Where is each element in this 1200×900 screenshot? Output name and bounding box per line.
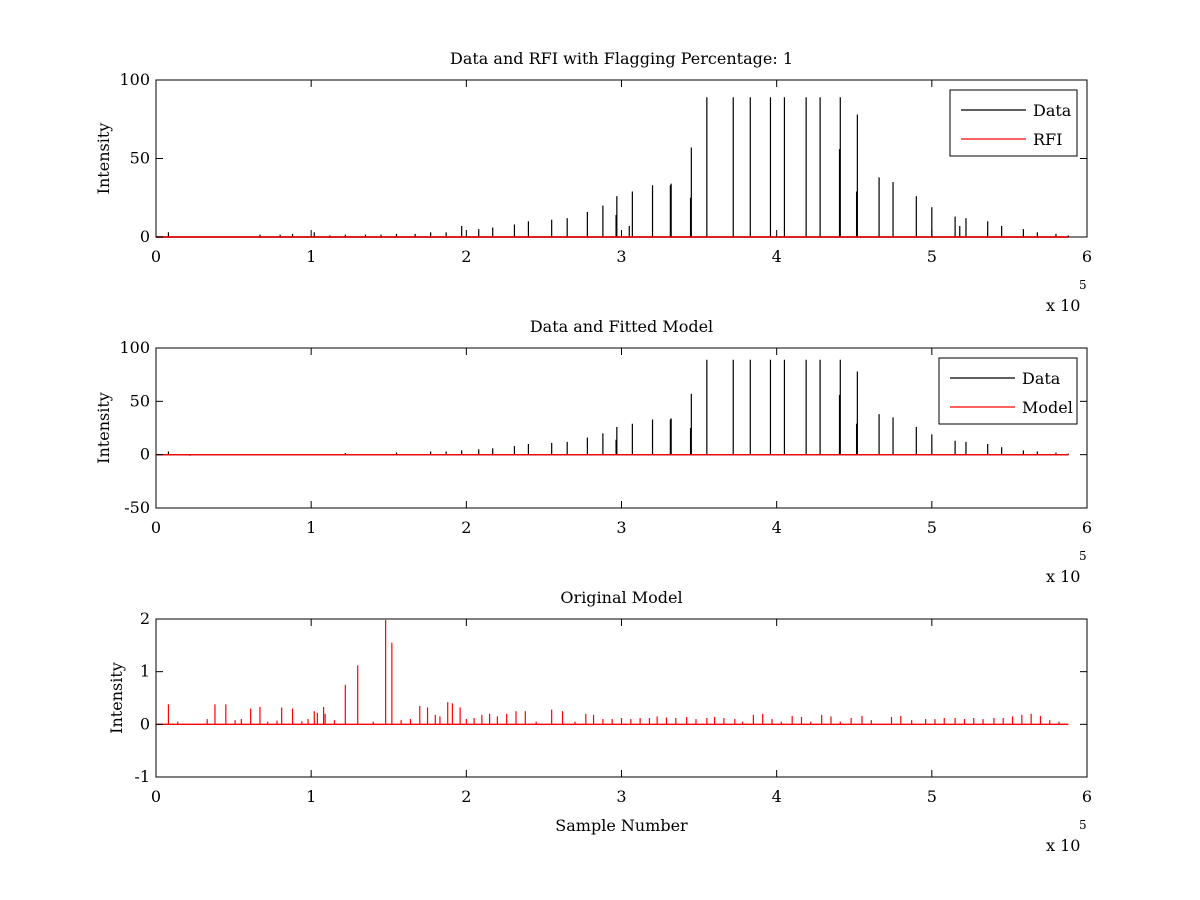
legend-label-rfi: RFI xyxy=(1033,130,1062,149)
legend: Data RFI xyxy=(949,89,1078,157)
x-exponent-base: x 10 xyxy=(1046,567,1080,586)
x-tick-label: 5 xyxy=(927,518,937,537)
x-tick-label: 3 xyxy=(616,787,626,806)
y-tick-label: 1 xyxy=(140,662,150,681)
x-tick-label: 0 xyxy=(151,247,161,266)
x-exponent-power: 5 xyxy=(1079,818,1087,832)
x-tick-label: 3 xyxy=(616,247,626,266)
y-tick-label: 0 xyxy=(140,714,150,733)
x-exponent-power: 5 xyxy=(1079,549,1087,563)
y-tick-label: 100 xyxy=(119,338,150,357)
x-tick-label: 5 xyxy=(927,787,937,806)
legend-box xyxy=(938,357,1078,425)
y-tick-label: 50 xyxy=(130,149,150,168)
y-tick-label: 0 xyxy=(140,445,150,464)
chart-title: Data and Fitted Model xyxy=(530,317,713,336)
y-tick-label: 100 xyxy=(119,70,150,89)
y-axis-label: Intensity xyxy=(94,392,113,464)
legend-label-model: Model xyxy=(1022,398,1073,417)
x-tick-label: 6 xyxy=(1082,518,1092,537)
x-exponent-base: x 10 xyxy=(1046,836,1080,855)
legend-label-data: Data xyxy=(1033,101,1072,120)
x-tick-label: 1 xyxy=(306,247,316,266)
y-tick-label: 2 xyxy=(140,609,150,628)
chart-title: Original Model xyxy=(560,588,682,607)
x-tick-label: 2 xyxy=(461,787,471,806)
legend-label-data: Data xyxy=(1022,369,1061,388)
x-tick-label: 5 xyxy=(927,247,937,266)
legend-box xyxy=(949,89,1078,157)
y-tick-label: -50 xyxy=(124,498,150,517)
x-tick-label: 1 xyxy=(306,787,316,806)
y-axis-label: Intensity xyxy=(94,123,113,195)
x-axis-label: Sample Number xyxy=(555,816,688,835)
x-tick-label: 4 xyxy=(772,247,782,266)
x-exponent-base: x 10 xyxy=(1046,296,1080,315)
x-exponent-power: 5 xyxy=(1079,278,1087,292)
x-tick-label: 4 xyxy=(772,787,782,806)
x-tick-label: 3 xyxy=(616,518,626,537)
x-tick-label: 6 xyxy=(1082,247,1092,266)
series-model xyxy=(156,620,1069,726)
y-axis-label: Intensity xyxy=(107,662,126,734)
x-tick-label: 0 xyxy=(151,518,161,537)
plot-area xyxy=(155,347,1088,509)
plot-area xyxy=(155,618,1088,778)
y-tick-label: 0 xyxy=(140,227,150,246)
x-tick-label: 1 xyxy=(306,518,316,537)
x-tick-label: 0 xyxy=(151,787,161,806)
x-tick-label: 4 xyxy=(772,518,782,537)
legend: Data Model xyxy=(938,357,1078,425)
plot-area xyxy=(155,79,1088,238)
x-tick-label: 6 xyxy=(1082,787,1092,806)
x-tick-label: 2 xyxy=(461,247,471,266)
chart-data-and-rfi: 0 1 2 3 4 5 6 0 50 100 Data and RFI with Flagging … xyxy=(94,49,1092,315)
y-tick-label: -1 xyxy=(134,767,150,786)
y-tick-label: 50 xyxy=(130,391,150,410)
chart-title: Data and RFI with Flagging Percentage: 1 xyxy=(450,49,793,68)
x-tick-label: 2 xyxy=(461,518,471,537)
